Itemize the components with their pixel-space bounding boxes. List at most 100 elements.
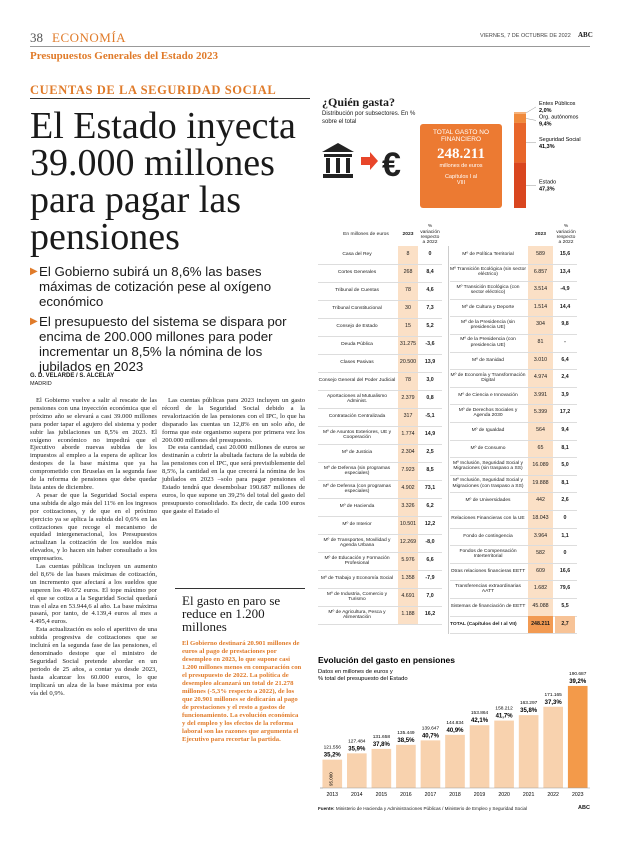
row-value: 1.682 bbox=[533, 585, 548, 592]
row-rule bbox=[318, 390, 442, 391]
row-value: 304 bbox=[536, 321, 545, 328]
row-change: 16,2 bbox=[424, 611, 436, 618]
row-rule bbox=[450, 474, 577, 476]
row-change: 6,6 bbox=[426, 557, 434, 564]
row-rule bbox=[450, 492, 577, 494]
row-rule bbox=[318, 462, 442, 463]
bar bbox=[494, 720, 514, 788]
segment bbox=[514, 122, 526, 163]
x-tick-label: 2023 bbox=[572, 792, 584, 798]
row-rule bbox=[318, 480, 442, 481]
row-value: 20.500 bbox=[399, 359, 417, 366]
row-rule bbox=[450, 598, 577, 599]
row-value: 3.991 bbox=[533, 391, 548, 398]
row-label: Mº de Industria, Comercio y Turismo bbox=[326, 591, 388, 602]
row-label: Casa del Rey bbox=[342, 252, 372, 258]
subsection: Presupuestos Generales del Estado 2023 bbox=[30, 50, 219, 62]
x-tick-label: 2017 bbox=[425, 792, 437, 798]
row-label: Mº de Política Territorial bbox=[462, 252, 514, 258]
bullet-marker: ▶ bbox=[30, 266, 38, 277]
row-change: 1,1 bbox=[561, 532, 569, 539]
date: VIERNES, 7 DE OCTUBRE DE 2022 bbox=[480, 33, 571, 39]
row-change: -3,6 bbox=[425, 341, 435, 348]
row-change: 15,6 bbox=[559, 251, 571, 258]
row-change: 3,0 bbox=[426, 377, 434, 384]
paragraph: Esta actualización es solo el aperitivo … bbox=[30, 626, 157, 697]
share-label: 38,5% bbox=[397, 738, 415, 744]
icon: € bbox=[322, 143, 401, 184]
row-rule bbox=[318, 624, 442, 625]
row-rule bbox=[318, 516, 442, 517]
chart-title: Evolución del gasto en pensiones bbox=[318, 655, 455, 665]
segment-label: 2,0% bbox=[539, 108, 552, 114]
value-label: 163.297 bbox=[520, 700, 538, 706]
x-tick-label: 2015 bbox=[376, 792, 388, 798]
svg-text:€: € bbox=[382, 146, 401, 184]
row-rule bbox=[450, 527, 577, 529]
source-label: Fuente: bbox=[318, 806, 335, 811]
row-change: 0 bbox=[563, 550, 567, 557]
row-label: Mº de Cultura y Deporte bbox=[461, 304, 515, 310]
row-change: 2,4 bbox=[561, 374, 569, 381]
row-value: 3.010 bbox=[533, 356, 548, 363]
segment-name: Seguridad Social bbox=[539, 137, 581, 143]
paragraph: A pesar de que la Seguridad Social esper… bbox=[30, 491, 157, 563]
row-value: 5.399 bbox=[533, 409, 548, 416]
row-change: 0,8 bbox=[426, 395, 434, 402]
table-header: 2023 bbox=[402, 232, 414, 238]
row-change: 0 bbox=[428, 251, 432, 258]
row-label: Mº de Universidades bbox=[465, 498, 511, 504]
row-value: 2.379 bbox=[401, 395, 415, 402]
row-value: 4.902 bbox=[401, 485, 415, 492]
row-value: 1.188 bbox=[401, 611, 415, 618]
row-rule bbox=[450, 545, 577, 547]
row-change: 8,4 bbox=[426, 269, 434, 276]
row-label: Mº de Agricultura, Pesca y Alimentación bbox=[328, 609, 386, 620]
row-value: 78 bbox=[405, 377, 411, 384]
x-tick-label: 2020 bbox=[498, 792, 510, 798]
value-label: 131.658 bbox=[373, 734, 391, 740]
segment-name: Entes Públicos bbox=[539, 101, 576, 107]
share-label: 39,2% bbox=[569, 679, 587, 685]
leader bbox=[525, 118, 537, 121]
row-change: 5,2 bbox=[426, 323, 434, 330]
row-label: Transferencias extraordinarias AATT bbox=[455, 583, 521, 595]
row-rule bbox=[318, 588, 442, 589]
row-label: Otras relaciones financieras EETT bbox=[450, 568, 526, 574]
chart-subtitle: Datos en millones de euros y% total del … bbox=[318, 669, 408, 682]
row-rule bbox=[318, 264, 442, 265]
row-value: 1.358 bbox=[401, 575, 415, 582]
bullet-text: El presupuesto del sistema se dispara po… bbox=[39, 314, 287, 374]
row-change: 12,2 bbox=[424, 521, 436, 528]
segment bbox=[514, 162, 526, 208]
sidebar-headline: El gasto en paro se reduce en 1.200 mill… bbox=[182, 593, 281, 634]
row-label: Mº de Interior bbox=[342, 522, 372, 528]
value-label: 190.687 bbox=[569, 671, 587, 677]
total: 248.211 bbox=[437, 146, 485, 162]
row-label: Mº de la Presidencia (sin presidencia UE… bbox=[461, 319, 515, 331]
row-label: Mº de Defensa (sin programas especiales) bbox=[323, 465, 391, 476]
row-change: -5,1 bbox=[425, 413, 435, 420]
row-label: Mº de Transportes, Movilidad y Agenda Ur… bbox=[323, 537, 391, 548]
share-label: 35,9% bbox=[348, 746, 366, 752]
value-label: 139.647 bbox=[422, 725, 440, 731]
row-rule bbox=[318, 534, 442, 535]
row-change: 14,4 bbox=[559, 303, 571, 310]
row-label: Mº de Ciencia e Innovación bbox=[458, 392, 518, 398]
row-value: 589 bbox=[536, 251, 545, 258]
section: ECONOMÍA bbox=[52, 30, 127, 45]
row-label: Mº de Economía y Transformación Digital bbox=[450, 372, 526, 383]
share-label: 40,9% bbox=[446, 728, 464, 734]
value-band bbox=[398, 246, 418, 624]
row-rule bbox=[450, 580, 577, 582]
total-box: TOTAL GASTO NO FINANCIERO 248.211 millon… bbox=[420, 124, 502, 208]
value-label: 144.834 bbox=[446, 720, 464, 726]
row-value: 6.857 bbox=[533, 268, 548, 275]
x-tick-label: 2019 bbox=[474, 792, 486, 798]
row-label: Sistemas de financiación de EETT bbox=[450, 604, 526, 610]
row-rule bbox=[450, 633, 577, 635]
row-value: 442 bbox=[536, 497, 545, 504]
row-label: Tribunal de Cuentas bbox=[335, 288, 379, 294]
rule bbox=[30, 98, 310, 99]
